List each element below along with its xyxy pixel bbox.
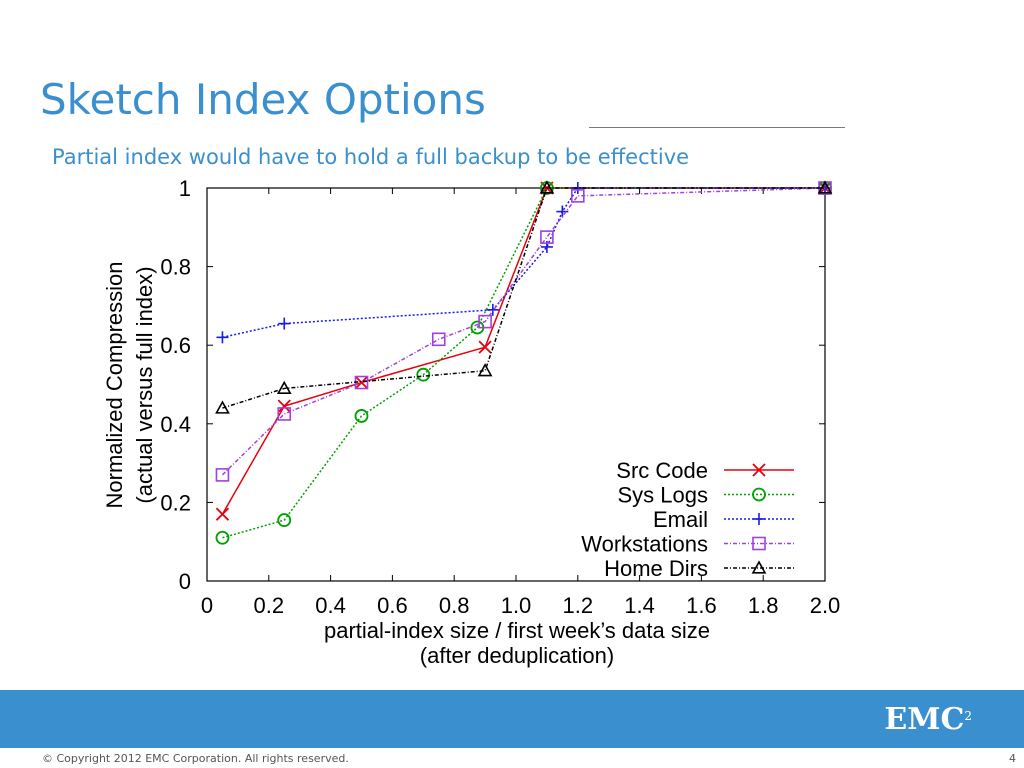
data-point-sys-logs — [215, 530, 230, 545]
copyright-notice: © Copyright 2012 EMC Corporation. All ri… — [42, 752, 349, 765]
x-tick-label: 1.4 — [624, 593, 655, 618]
y-tick-label: 0.2 — [160, 490, 191, 515]
data-point-home-dirs — [276, 380, 292, 395]
emc-logo: EMC2 — [884, 700, 972, 740]
slide-title: Sketch Index Options — [40, 75, 486, 124]
x-axis-label-secondary: (after deduplication) — [420, 643, 614, 668]
data-point-workstations — [277, 407, 292, 421]
y-tick-label: 0 — [179, 569, 191, 594]
data-point-email — [278, 317, 291, 330]
x-tick-label: 0.6 — [377, 593, 408, 618]
x-tick-label: 1.0 — [501, 593, 532, 618]
compression-line-chart: Normalized Compression (actual versus fu… — [102, 176, 841, 668]
data-point-workstations — [570, 189, 585, 203]
slide-subtitle: Partial index would have to hold a full … — [52, 145, 690, 169]
y-tick-label: 0.4 — [160, 412, 191, 437]
series-line-home-dirs — [222, 187, 825, 409]
legend-label: Workstations — [581, 532, 708, 557]
data-point-sys-logs — [354, 409, 369, 423]
x-axis-label: partial-index size / first week’s data s… — [324, 618, 710, 643]
legend-label: Src Code — [616, 458, 708, 483]
data-point-email — [556, 205, 569, 218]
x-tick-label: 0.2 — [254, 593, 285, 618]
legend-marker — [752, 487, 766, 502]
y-axis-label: Normalized Compression — [102, 262, 127, 509]
series-line-workstations — [221, 187, 826, 476]
series-line-sys-logs — [222, 187, 825, 539]
x-tick-label: 0.8 — [439, 593, 470, 618]
x-tick-label: 0 — [201, 593, 213, 618]
data-point-home-dirs — [817, 180, 833, 194]
logo-text: EMC — [884, 702, 965, 737]
x-tick-label: 0.4 — [315, 593, 346, 618]
data-point-email — [216, 331, 229, 344]
logo-superscript: 2 — [964, 709, 972, 723]
y-tick-label: 0.8 — [160, 255, 191, 280]
y-tick-label: 0.6 — [160, 333, 191, 358]
legend-marker — [753, 513, 765, 525]
series-line-src-code — [221, 187, 825, 515]
y-axis-label-secondary: (actual versus full index) — [132, 266, 157, 503]
legend-label: Home Dirs — [604, 556, 708, 581]
data-point-workstations — [478, 314, 492, 329]
data-point-home-dirs — [215, 400, 230, 414]
series-line-email — [222, 187, 825, 339]
legend-marker — [752, 536, 766, 551]
data-point-workstations — [540, 230, 554, 244]
plot-frame — [206, 187, 826, 582]
x-tick-label: 1.8 — [748, 593, 779, 618]
data-point-workstations — [431, 332, 446, 347]
data-point-workstations — [215, 468, 230, 482]
footer-band — [0, 690, 1024, 748]
data-point-home-dirs — [539, 180, 555, 194]
x-tick-label: 1.2 — [563, 593, 594, 618]
legend-label: Sys Logs — [618, 483, 709, 508]
data-point-src-code — [478, 340, 492, 354]
legend-marker — [751, 560, 767, 574]
x-tick-label: 2.0 — [810, 593, 841, 618]
data-point-email — [486, 303, 499, 316]
x-tick-label: 1.6 — [686, 593, 717, 618]
data-point-sys-logs — [277, 513, 292, 527]
title-divider — [589, 127, 845, 128]
y-tick-label: 1 — [179, 176, 191, 201]
data-point-src-code — [354, 375, 369, 390]
legend-marker — [752, 463, 766, 477]
page-number: 4 — [1009, 752, 1016, 765]
data-point-src-code — [277, 399, 291, 413]
legend-label: Email — [653, 507, 708, 532]
data-point-sys-logs — [416, 367, 431, 382]
data-point-src-code — [215, 507, 230, 521]
data-point-home-dirs — [477, 363, 493, 377]
